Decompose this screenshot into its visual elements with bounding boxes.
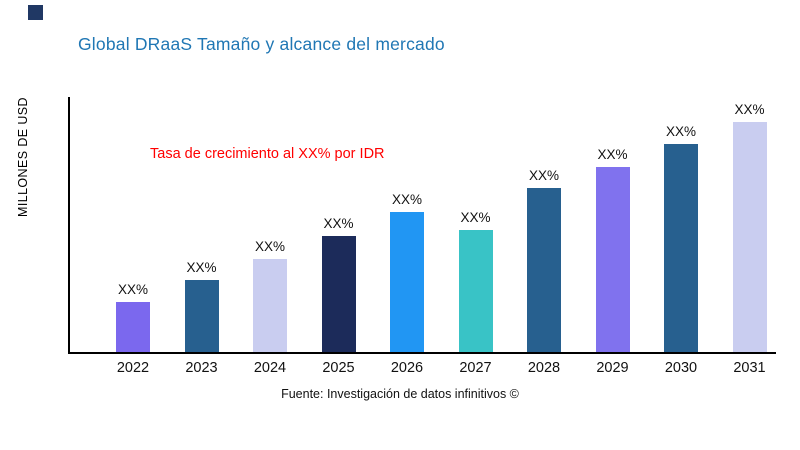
bar-value-label: XX%	[186, 260, 217, 275]
y-axis-title: MILLONES DE USD	[10, 62, 36, 252]
x-tick-label: 2022	[116, 360, 150, 376]
bar-group: XX%	[579, 97, 647, 352]
x-tick-label: 2026	[390, 360, 424, 376]
bar-group: XX%	[168, 97, 236, 352]
bars-container: XX% XX% XX% XX% XX% XX% XX% XX% XX% XX%	[70, 97, 776, 352]
bar	[527, 188, 561, 352]
chart-title: Global DRaaS Tamaño y alcance del mercad…	[78, 34, 445, 54]
plot-area: XX% XX% XX% XX% XX% XX% XX% XX% XX% XX% 2022 2023 2…	[68, 97, 776, 376]
y-axis-title-text: MILLONES DE USD	[16, 97, 31, 217]
growth-rate-note: Tasa de crecimiento al XX% por IDR	[150, 146, 385, 162]
bar-group: XX%	[236, 97, 304, 352]
bar	[664, 144, 698, 352]
bar	[595, 167, 630, 352]
bar-value-label: XX%	[665, 124, 696, 139]
bar	[390, 212, 424, 352]
x-tick-label: 2023	[185, 360, 218, 376]
bar	[458, 230, 493, 352]
x-tick-label: 2025	[322, 360, 355, 376]
bar-group: XX%	[716, 97, 784, 352]
bar	[732, 122, 767, 352]
bar-group: XX%	[373, 97, 441, 352]
x-tick-label: 2028	[527, 360, 561, 376]
bar-group: XX%	[442, 97, 510, 352]
x-tick-label: 2027	[459, 360, 492, 376]
bar	[253, 259, 287, 352]
bar-group: XX%	[647, 97, 715, 352]
bar	[116, 302, 150, 352]
bar-value-label: XX%	[528, 168, 559, 183]
bar-value-label: XX%	[734, 102, 765, 117]
x-tick-label: 2030	[664, 360, 698, 376]
bar-value-label: XX%	[254, 239, 285, 254]
bar	[321, 236, 356, 352]
bar-value-label: XX%	[391, 192, 422, 207]
logo-mark	[28, 5, 43, 20]
bar-group: XX%	[305, 97, 373, 352]
bar-value-label: XX%	[597, 147, 628, 162]
bar-value-label: XX%	[323, 216, 354, 231]
bar	[184, 280, 219, 352]
bar-group: XX%	[510, 97, 578, 352]
x-tick-label: 2031	[733, 360, 766, 376]
x-tick-label: 2029	[596, 360, 629, 376]
bar-value-label: XX%	[460, 210, 491, 225]
x-tick-label: 2024	[253, 360, 287, 376]
bar-value-label: XX%	[117, 282, 148, 297]
source-note: Fuente: Investigación de datos infinitiv…	[281, 387, 519, 401]
bar-group: XX%	[99, 97, 167, 352]
